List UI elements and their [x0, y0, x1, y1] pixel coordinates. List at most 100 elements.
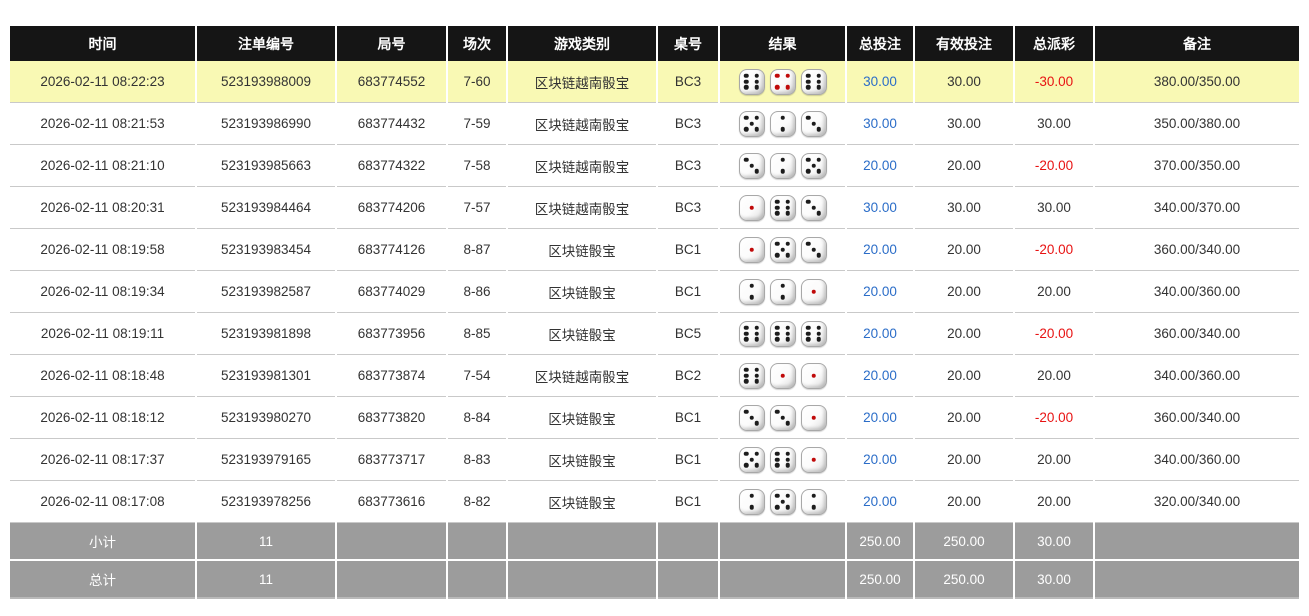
table-footer: 小计 11 250.00 250.00 30.00 总计 11 250.00 250.00 30.… — [10, 523, 1299, 599]
session-cell: 8-82 — [448, 481, 506, 523]
payout-cell: 20.00 — [1015, 439, 1093, 481]
die-3-icon — [769, 404, 796, 431]
time-cell: 2026-02-11 08:17:08 — [10, 481, 195, 523]
result-cell — [720, 229, 845, 271]
table-row[interactable]: 2026-02-11 08:19:11 523193981898 683773956… — [10, 313, 1299, 355]
column-header-8: 有效投注 — [915, 26, 1013, 61]
table-no-cell: BC1 — [658, 481, 718, 523]
bet-id-cell: 523193985663 — [197, 145, 335, 187]
die-6-icon — [769, 194, 796, 221]
payout-cell: -20.00 — [1015, 313, 1093, 355]
game-type-cell: 区块链越南骰宝 — [508, 355, 656, 397]
table-no-cell: BC3 — [658, 61, 718, 103]
footer-empty-cell — [448, 561, 506, 599]
result-cell — [720, 439, 845, 481]
result-cell — [720, 355, 845, 397]
payout-cell: 20.00 — [1015, 271, 1093, 313]
time-cell: 2026-02-11 08:21:10 — [10, 145, 195, 187]
round-id-cell: 683774552 — [337, 61, 446, 103]
result-cell — [720, 271, 845, 313]
payout-cell: 30.00 — [1015, 187, 1093, 229]
die-2-icon — [769, 152, 796, 179]
result-cell — [720, 187, 845, 229]
footer-empty-cell — [508, 561, 656, 599]
dice-result — [722, 446, 843, 473]
round-id-cell: 683774206 — [337, 187, 446, 229]
die-3-icon — [800, 236, 827, 263]
total-bet-cell: 20.00 — [847, 397, 913, 439]
total-bet-cell: 20.00 — [847, 313, 913, 355]
total-bet-cell: 20.00 — [847, 439, 913, 481]
remark-cell: 370.00/350.00 — [1095, 145, 1299, 187]
footer-empty-cell — [658, 561, 718, 599]
die-3-icon — [738, 152, 765, 179]
session-cell: 7-57 — [448, 187, 506, 229]
game-type-cell: 区块链骰宝 — [508, 229, 656, 271]
remark-cell: 340.00/360.00 — [1095, 355, 1299, 397]
table-row[interactable]: 2026-02-11 08:21:53 523193986990 683774432… — [10, 103, 1299, 145]
payout-cell: -20.00 — [1015, 397, 1093, 439]
column-header-9: 总派彩 — [1015, 26, 1093, 61]
round-id-cell: 683774126 — [337, 229, 446, 271]
footer-valid-bet-cell: 250.00 — [915, 523, 1013, 561]
die-2-icon — [738, 488, 765, 515]
round-id-cell: 683773717 — [337, 439, 446, 481]
payout-cell: -30.00 — [1015, 61, 1093, 103]
valid-bet-cell: 20.00 — [915, 355, 1013, 397]
bet-id-cell: 523193981301 — [197, 355, 335, 397]
dice-result — [722, 68, 843, 95]
die-2-icon — [800, 488, 827, 515]
time-cell: 2026-02-11 08:20:31 — [10, 187, 195, 229]
session-cell: 7-54 — [448, 355, 506, 397]
valid-bet-cell: 20.00 — [915, 397, 1013, 439]
die-6-icon — [738, 362, 765, 389]
die-5-icon — [738, 446, 765, 473]
table-row[interactable]: 2026-02-11 08:20:31 523193984464 683774206… — [10, 187, 1299, 229]
column-header-5: 桌号 — [658, 26, 718, 61]
dice-result — [722, 320, 843, 347]
die-3-icon — [738, 404, 765, 431]
table-row[interactable]: 2026-02-11 08:21:10 523193985663 683774322… — [10, 145, 1299, 187]
game-type-cell: 区块链越南骰宝 — [508, 103, 656, 145]
result-cell — [720, 145, 845, 187]
result-cell — [720, 61, 845, 103]
remark-cell: 360.00/340.00 — [1095, 397, 1299, 439]
remark-cell: 340.00/360.00 — [1095, 439, 1299, 481]
bet-id-cell: 523193980270 — [197, 397, 335, 439]
die-3-icon — [800, 194, 827, 221]
table-no-cell: BC3 — [658, 145, 718, 187]
footer-count-cell: 11 — [197, 523, 335, 561]
remark-cell: 380.00/350.00 — [1095, 61, 1299, 103]
table-row[interactable]: 2026-02-11 08:17:08 523193978256 683773616… — [10, 481, 1299, 523]
table-row[interactable]: 2026-02-11 08:18:12 523193980270 683773820… — [10, 397, 1299, 439]
table-no-cell: BC3 — [658, 187, 718, 229]
footer-empty-cell — [720, 561, 845, 599]
time-cell: 2026-02-11 08:17:37 — [10, 439, 195, 481]
total-bet-cell: 20.00 — [847, 481, 913, 523]
time-cell: 2026-02-11 08:18:48 — [10, 355, 195, 397]
game-type-cell: 区块链越南骰宝 — [508, 187, 656, 229]
die-1-icon — [800, 404, 827, 431]
payout-cell: 20.00 — [1015, 355, 1093, 397]
die-5-icon — [738, 110, 765, 137]
subtotal-row: 小计 11 250.00 250.00 30.00 — [10, 523, 1299, 561]
footer-empty-cell — [1095, 523, 1299, 561]
payout-cell: -20.00 — [1015, 145, 1093, 187]
valid-bet-cell: 20.00 — [915, 313, 1013, 355]
die-1-icon — [738, 236, 765, 263]
die-2-icon — [769, 278, 796, 305]
session-cell: 8-84 — [448, 397, 506, 439]
time-cell: 2026-02-11 08:19:58 — [10, 229, 195, 271]
table-row[interactable]: 2026-02-11 08:19:58 523193983454 683774126… — [10, 229, 1299, 271]
table-row[interactable]: 2026-02-11 08:17:37 523193979165 683773717… — [10, 439, 1299, 481]
column-header-2: 局号 — [337, 26, 446, 61]
bet-id-cell: 523193978256 — [197, 481, 335, 523]
valid-bet-cell: 30.00 — [915, 187, 1013, 229]
header-row: 时间 注单编号 局号 场次 游戏类别 桌号 结果 总投注 有效投注 总派彩 备注 — [10, 26, 1299, 61]
table-row[interactable]: 2026-02-11 08:19:34 523193982587 683774029… — [10, 271, 1299, 313]
total-bet-cell: 30.00 — [847, 103, 913, 145]
session-cell: 7-58 — [448, 145, 506, 187]
grand-total-row: 总计 11 250.00 250.00 30.00 — [10, 561, 1299, 599]
table-row[interactable]: 2026-02-11 08:18:48 523193981301 683773874… — [10, 355, 1299, 397]
table-row[interactable]: 2026-02-11 08:22:23 523193988009 683774552… — [10, 61, 1299, 103]
